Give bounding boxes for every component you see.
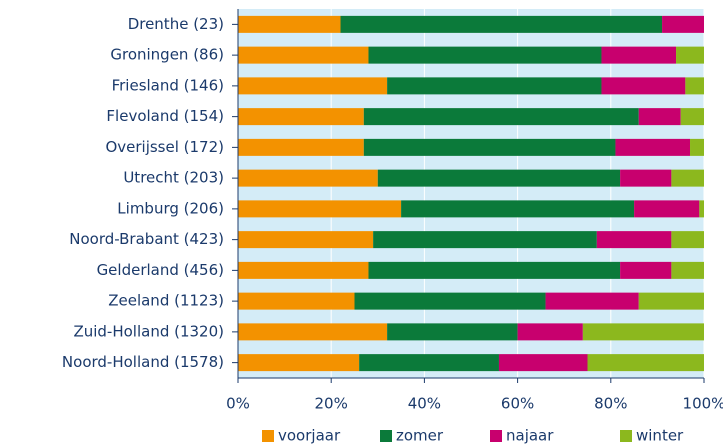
bar-segment	[690, 138, 704, 156]
bar-segment	[238, 292, 355, 310]
y-tick-label: Drenthe (23)	[128, 15, 224, 33]
bar-segment	[238, 354, 360, 372]
x-tick-label: 40%	[408, 395, 441, 413]
y-tick-label: Zeeland (1123)	[108, 292, 224, 310]
bar-segment	[601, 77, 686, 95]
bar-segment	[615, 138, 691, 156]
bar-segment	[373, 231, 597, 249]
bar-segment	[671, 169, 704, 187]
bar-segment	[387, 323, 518, 341]
y-tick-label: Flevoland (154)	[106, 107, 224, 125]
bar-segment	[354, 292, 546, 310]
bar-segment	[238, 261, 369, 279]
bar-segment	[662, 15, 704, 33]
bar-segment	[620, 169, 672, 187]
bar-segment	[401, 200, 635, 218]
bar-segment	[699, 200, 704, 218]
legend-swatch	[262, 430, 274, 442]
x-tick-label: 100%	[683, 395, 723, 413]
legend-swatch	[380, 430, 392, 442]
bar-segment	[238, 77, 388, 95]
y-tick-label: Utrecht (203)	[123, 169, 224, 187]
x-tick-label: 60%	[501, 395, 534, 413]
x-tick-label: 0%	[226, 395, 250, 413]
bar-segment	[685, 77, 704, 95]
bar-segment	[377, 169, 621, 187]
plot-background	[238, 9, 704, 378]
bar-segment	[545, 292, 639, 310]
bar-segment	[238, 108, 364, 126]
bar-segment	[238, 200, 402, 218]
bar-segment	[363, 138, 616, 156]
bar-segment	[498, 354, 588, 372]
y-tick-label: Noord-Brabant (423)	[69, 230, 224, 248]
y-tick-label: Gelderland (456)	[97, 261, 224, 279]
bar-segment	[238, 15, 341, 33]
y-tick-label: Zuid-Holland (1320)	[73, 322, 224, 340]
bar-segment	[587, 354, 704, 372]
bar-segment	[620, 261, 672, 279]
bar-segment	[368, 46, 602, 64]
y-tick-label: Friesland (146)	[112, 76, 224, 94]
y-tick-label: Groningen (86)	[110, 46, 224, 64]
bar-segment	[638, 292, 704, 310]
legend-label: voorjaar	[278, 427, 341, 445]
legend-label: najaar	[506, 427, 554, 445]
bar-segment	[638, 108, 681, 126]
bar-segment	[387, 77, 602, 95]
legend-label: zomer	[396, 427, 444, 445]
bar-segment	[634, 200, 700, 218]
bar-segment	[517, 323, 583, 341]
x-tick-label: 20%	[315, 395, 348, 413]
bar-segment	[238, 323, 388, 341]
bar-segment	[676, 46, 704, 64]
legend-label: winter	[636, 427, 684, 445]
bar-segment	[596, 231, 672, 249]
bar-segment	[601, 46, 677, 64]
bar-segment	[671, 231, 704, 249]
bar-segment	[363, 108, 639, 126]
bar-segment	[238, 46, 369, 64]
legend-swatch	[490, 430, 502, 442]
bar-segment	[582, 323, 704, 341]
x-tick-label: 80%	[594, 395, 627, 413]
bar-segment	[368, 261, 621, 279]
y-tick-label: Limburg (206)	[117, 199, 224, 217]
bar-segment	[238, 138, 364, 156]
legend-swatch	[620, 430, 632, 442]
bar-segment	[359, 354, 499, 372]
bar-segment	[340, 15, 663, 33]
y-tick-label: Noord-Holland (1578)	[62, 353, 224, 371]
bar-segment	[238, 169, 378, 187]
y-tick-label: Overijssel (172)	[105, 138, 224, 156]
bar-segment	[671, 261, 704, 279]
bar-segment	[680, 108, 704, 126]
bar-segment	[238, 231, 374, 249]
